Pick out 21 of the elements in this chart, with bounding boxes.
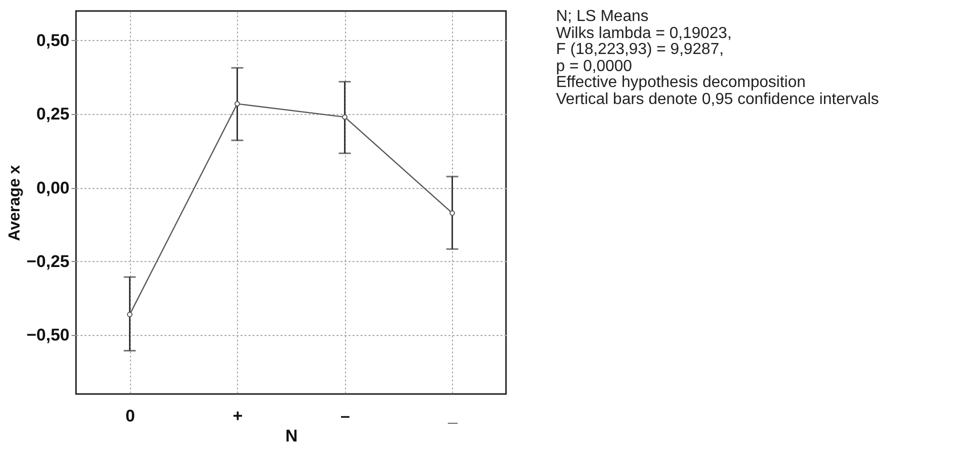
text: p = 0,0000 — [556, 58, 634, 74]
y-tick-label: 0,25 — [36, 104, 70, 124]
x-tick-label: _ — [447, 406, 458, 426]
x-tick-label: – — [340, 406, 350, 426]
y-tick-label: 0,50 — [36, 30, 70, 50]
x-tick-label: 0 — [126, 406, 135, 426]
y-tick-label: −0,50 — [26, 326, 70, 345]
x-tick-label: + — [232, 406, 243, 426]
text: Wilks lambda = 0,19023, — [556, 24, 733, 42]
x-axis-title: N — [285, 426, 298, 446]
point — [234, 101, 240, 107]
text: F (18,223,93) = 9,9287, — [556, 41, 725, 58]
text: Vertical bars denote 0,95 confidence intervals — [556, 90, 879, 108]
y-tick-label: −0,25 — [26, 252, 70, 271]
point — [127, 312, 132, 318]
y-axis-title: Average x — [6, 164, 24, 241]
point — [342, 114, 348, 120]
point — [450, 210, 455, 216]
text: Effective hypothesis decomposition — [556, 74, 807, 92]
y-tick-label: 0,00 — [36, 178, 70, 198]
text: N; LS Means — [556, 8, 650, 26]
